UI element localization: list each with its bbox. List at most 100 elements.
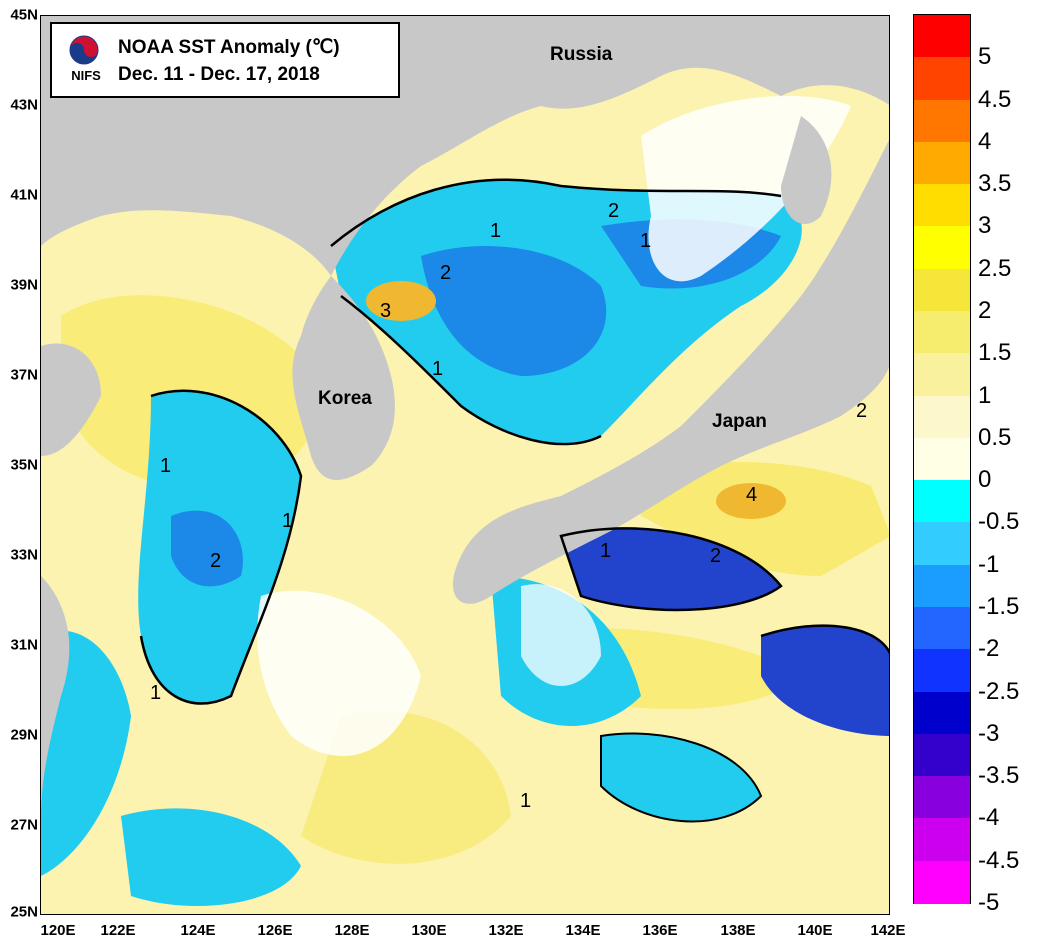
contour-label: 1 (640, 230, 652, 252)
lat-tick-37n: 37N (10, 366, 38, 384)
colorbar-swatch (914, 522, 970, 566)
colorbar-tick-label: 1.5 (978, 339, 1012, 367)
lat-tick-43n: 43N (10, 96, 38, 114)
zero-contour-east-sea (340, 295, 602, 446)
colorbar-tick-label: 2 (978, 297, 992, 324)
shikoku-negative-anomaly (561, 528, 781, 610)
colorbar-tick-label: -2.5 (978, 677, 1020, 705)
contour-label: 1 (150, 682, 162, 704)
lat-tick-27n: 27N (10, 816, 38, 834)
colorbar-swatch (914, 141, 970, 185)
colorbar-swatch (914, 268, 970, 312)
colorbar-tick-label: -5 (978, 889, 1000, 916)
contour-label: 1 (282, 510, 294, 532)
lat-tick-29n: 29N (10, 726, 38, 744)
colorbar-swatch (914, 733, 970, 777)
contour-label: 3 (380, 300, 392, 322)
contour-label: 2 (210, 550, 222, 572)
lon-tick-122e: 122E (100, 922, 136, 939)
land-korea (292, 276, 395, 480)
lat-tick-33n: 33N (10, 546, 38, 564)
contour-label: 2 (608, 200, 620, 222)
colorbar-tick-label: 1 (978, 381, 992, 409)
colorbar-tick-label: -2 (978, 635, 1000, 663)
colorbar-tick-label: -3 (978, 719, 1000, 747)
lon-tick-136e: 136E (642, 922, 678, 939)
colorbar-tick-label: 5 (978, 43, 992, 71)
land-hokkaido (781, 116, 832, 225)
colorbar-tick-label: 0 (978, 466, 992, 494)
colorbar-swatch (914, 353, 970, 397)
contour-label: 4 (746, 484, 758, 506)
contour-label: 1 (160, 455, 172, 477)
colorbar-swatch (914, 607, 970, 650)
logo-text: NIFS (71, 68, 101, 83)
yellow-sea-core-negative (171, 510, 243, 587)
lon-tick-128e: 128E (334, 922, 370, 939)
colorbar-swatch (914, 649, 970, 693)
lon-tick-134e: 134E (565, 922, 601, 939)
colorbar-tick-label: -3.5 (978, 762, 1020, 790)
colorbar-swatch (914, 99, 970, 143)
colorbar-swatch (914, 564, 970, 608)
lat-tick-31n: 31N (10, 636, 38, 654)
colorbar-swatch (914, 311, 970, 354)
colorbar-tick-label: -0.5 (978, 508, 1020, 536)
region-label-russia: Russia (550, 44, 613, 65)
region-label-japan: Japan (712, 411, 767, 432)
colorbar-swatch (914, 437, 970, 481)
lon-tick-142e: 142E (870, 922, 906, 939)
contour-label: 1 (600, 540, 612, 562)
colorbar-tick-label: 3 (978, 212, 992, 240)
lat-tick-41n: 41N (10, 186, 38, 204)
korea-east-hotspot (366, 281, 436, 321)
map-title: NOAA SST Anomaly (℃) (118, 37, 340, 58)
contour-label: 2 (856, 400, 868, 422)
land-japan (452, 139, 889, 604)
coastal-negative-anomaly (41, 630, 131, 876)
no-data-region-ecs (257, 590, 421, 756)
pacific-negative-anomaly (761, 625, 889, 736)
colorbar-swatch (914, 818, 970, 862)
lat-tick-35n: 35N (10, 456, 38, 474)
title-box: NIFS NOAA SST Anomaly (℃) Dec. 11 - Dec.… (50, 22, 400, 98)
lon-tick-132e: 132E (488, 922, 524, 939)
colorbar-swatch (914, 226, 970, 270)
colorbar-tick-label: -4 (978, 804, 1000, 832)
lon-tick-120e: 120E (40, 922, 76, 939)
zero-contour-south (600, 732, 763, 823)
colorbar-swatch (914, 691, 970, 735)
lat-tick-39n: 39N (10, 276, 38, 294)
southwest-negative-patch (121, 808, 301, 906)
colorbar-swatch (914, 57, 970, 101)
colorbar-swatch (914, 776, 970, 820)
colorbar-tick-label: 2.5 (978, 254, 1012, 282)
colorbar-swatch (914, 15, 970, 58)
colorbar-tick-label: -1 (978, 550, 1000, 578)
colorbar-swatch (914, 860, 970, 904)
land-china-coast (41, 576, 70, 816)
zero-contour-north (330, 178, 782, 247)
contour-label: 1 (520, 790, 532, 812)
lon-tick-138e: 138E (720, 922, 756, 939)
colorbar-tick-label: 4.5 (978, 85, 1012, 113)
colorbar-swatch (914, 184, 970, 228)
region-label-korea: Korea (318, 388, 372, 409)
nifs-logo (60, 30, 112, 92)
colorbar-tick-label: -1.5 (978, 593, 1020, 620)
no-data-region-south (521, 584, 601, 686)
lon-tick-140e: 140E (797, 922, 833, 939)
colorbar-tick-label: 0.5 (978, 423, 1012, 451)
japan-south-hotspot (716, 483, 786, 519)
colorbar-tick-label: -4.5 (978, 846, 1020, 874)
lon-tick-124e: 124E (180, 922, 216, 939)
colorbar-tick-label: 3.5 (978, 170, 1012, 198)
colorbar (913, 14, 971, 904)
lon-tick-130e: 130E (411, 922, 447, 939)
east-sea-core-negative (421, 246, 607, 376)
land-shandong (41, 343, 101, 456)
contour-label: 1 (432, 358, 444, 380)
colorbar-swatch (914, 480, 970, 524)
south-negative-patch (601, 733, 761, 822)
contour-label: 2 (710, 545, 722, 567)
